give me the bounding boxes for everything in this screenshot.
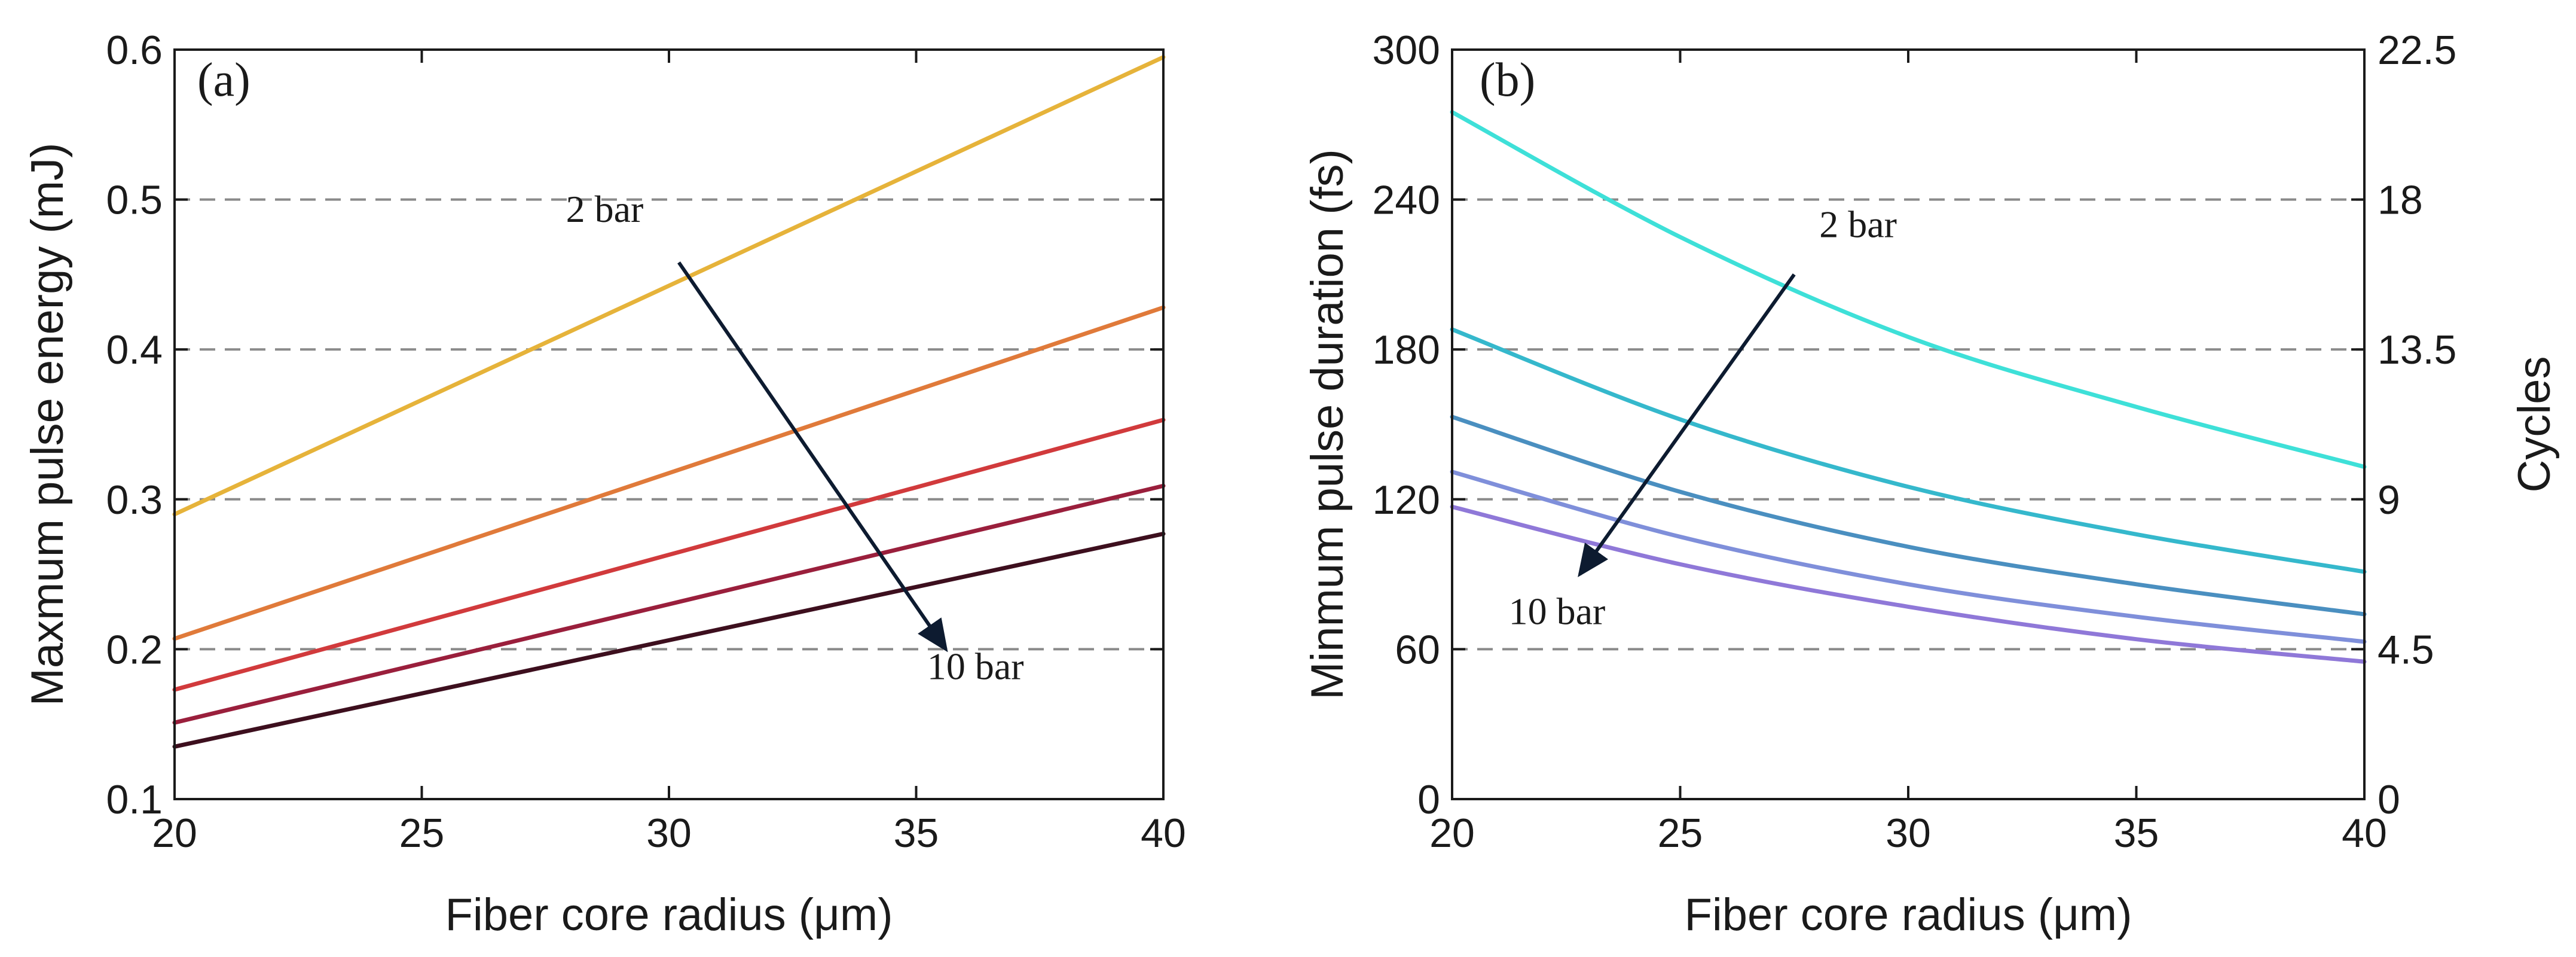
annotation-b-2: 10 bar xyxy=(1509,590,1606,633)
y-tick-label-b: 60 xyxy=(1395,627,1440,672)
right-y-tick-labels-b: 0 4.5 9 13.5 18 22.5 xyxy=(2378,28,2456,822)
panel-label-b: (b) xyxy=(1480,54,1535,106)
x-tick-label-a: 20 xyxy=(152,810,197,856)
series-line-b-2 xyxy=(1450,327,2367,574)
right-y-tick-label-b: 0 xyxy=(2378,777,2400,822)
y-tick-label-a: 0.3 xyxy=(106,477,163,523)
y-tick-label-b: 300 xyxy=(1373,28,1440,73)
panel-b: 20 25 30 35 40 0 60 120 180 240 300 0 4.5 9 13.5 18 22… xyxy=(1302,28,2560,940)
right-y-axis-label-b: Cycles xyxy=(2509,356,2560,492)
y-tick-label-a: 0.5 xyxy=(106,178,163,223)
x-axis-label-a: Fiber core radius (μm) xyxy=(445,889,893,940)
y-tick-label-a: 0.4 xyxy=(106,327,163,373)
y-tick-label-a: 0.2 xyxy=(106,627,163,672)
y-axis-label-b: Minmum pulse duration (fs) xyxy=(1302,149,1353,700)
ticks-a xyxy=(173,48,1165,800)
x-tick-label-b: 40 xyxy=(2342,810,2387,856)
y-tick-label-a: 0.6 xyxy=(106,28,163,73)
annotations-a: 2 bar 10 bar xyxy=(566,188,1024,687)
trend-arrow-b xyxy=(1578,273,1796,577)
y-tick-label-a: 0.1 xyxy=(106,777,163,822)
series-line-a-4 xyxy=(172,483,1166,725)
y-axis-label-a: Maxmum pulse energy (mJ) xyxy=(22,143,73,706)
series-line-a-2 xyxy=(172,305,1166,641)
arrow-group-b xyxy=(1578,273,1796,577)
series-line-a-1 xyxy=(172,55,1166,517)
series-line-a-5 xyxy=(172,531,1166,749)
series-group-a xyxy=(172,55,1166,749)
annotation-a-2: 10 bar xyxy=(927,645,1024,688)
gridlines-b xyxy=(1452,198,2364,651)
right-y-tick-label-b: 22.5 xyxy=(2378,28,2456,73)
x-tick-labels-a: 20 25 30 35 40 xyxy=(152,810,1186,856)
annotation-a-1: 2 bar xyxy=(566,188,644,230)
series-line-a-3 xyxy=(172,417,1166,692)
panel-a: 20 25 30 35 40 0.1 0.2 0.3 0.4 0.5 0.6 2 bar 10 ba… xyxy=(22,28,1186,940)
series-line-b-1 xyxy=(1450,109,2367,470)
gridlines-a xyxy=(175,198,1163,651)
x-tick-label-b: 35 xyxy=(2114,810,2159,856)
plot-frame-b xyxy=(1451,48,2366,800)
annotations-b: 2 bar 10 bar xyxy=(1509,203,1897,632)
panel-label-a: (a) xyxy=(197,54,250,106)
y-tick-labels-b: 0 60 120 180 240 300 xyxy=(1373,28,1440,822)
y-tick-label-b: 180 xyxy=(1373,327,1440,373)
right-y-tick-label-b: 4.5 xyxy=(2378,627,2434,672)
x-tick-label-a: 40 xyxy=(1141,810,1186,856)
x-tick-label-b: 30 xyxy=(1886,810,1931,856)
x-tick-label-a: 25 xyxy=(399,810,445,856)
series-line-b-3 xyxy=(1450,415,2367,617)
ticks-b xyxy=(1451,48,2366,800)
y-tick-label-b: 120 xyxy=(1373,477,1440,523)
y-tick-label-b: 0 xyxy=(1417,777,1440,822)
x-tick-labels-b: 20 25 30 35 40 xyxy=(1429,810,2387,856)
x-tick-label-a: 35 xyxy=(894,810,939,856)
right-y-tick-label-b: 18 xyxy=(2378,178,2423,223)
series-line-b-4 xyxy=(1450,470,2367,644)
right-y-tick-label-b: 9 xyxy=(2378,477,2400,523)
arrow-group-a xyxy=(677,261,948,653)
right-y-tick-label-b: 13.5 xyxy=(2378,327,2456,373)
x-axis-label-b: Fiber core radius (μm) xyxy=(1684,889,2132,940)
annotation-b-1: 2 bar xyxy=(1819,203,1897,245)
y-tick-label-b: 240 xyxy=(1373,178,1440,223)
x-tick-label-b: 20 xyxy=(1429,810,1475,856)
trend-arrow-a xyxy=(677,261,948,653)
x-tick-label-a: 30 xyxy=(646,810,692,856)
x-tick-label-b: 25 xyxy=(1658,810,1703,856)
y-tick-labels-a: 0.1 0.2 0.3 0.4 0.5 0.6 xyxy=(106,28,163,822)
series-group-b xyxy=(1450,109,2367,664)
